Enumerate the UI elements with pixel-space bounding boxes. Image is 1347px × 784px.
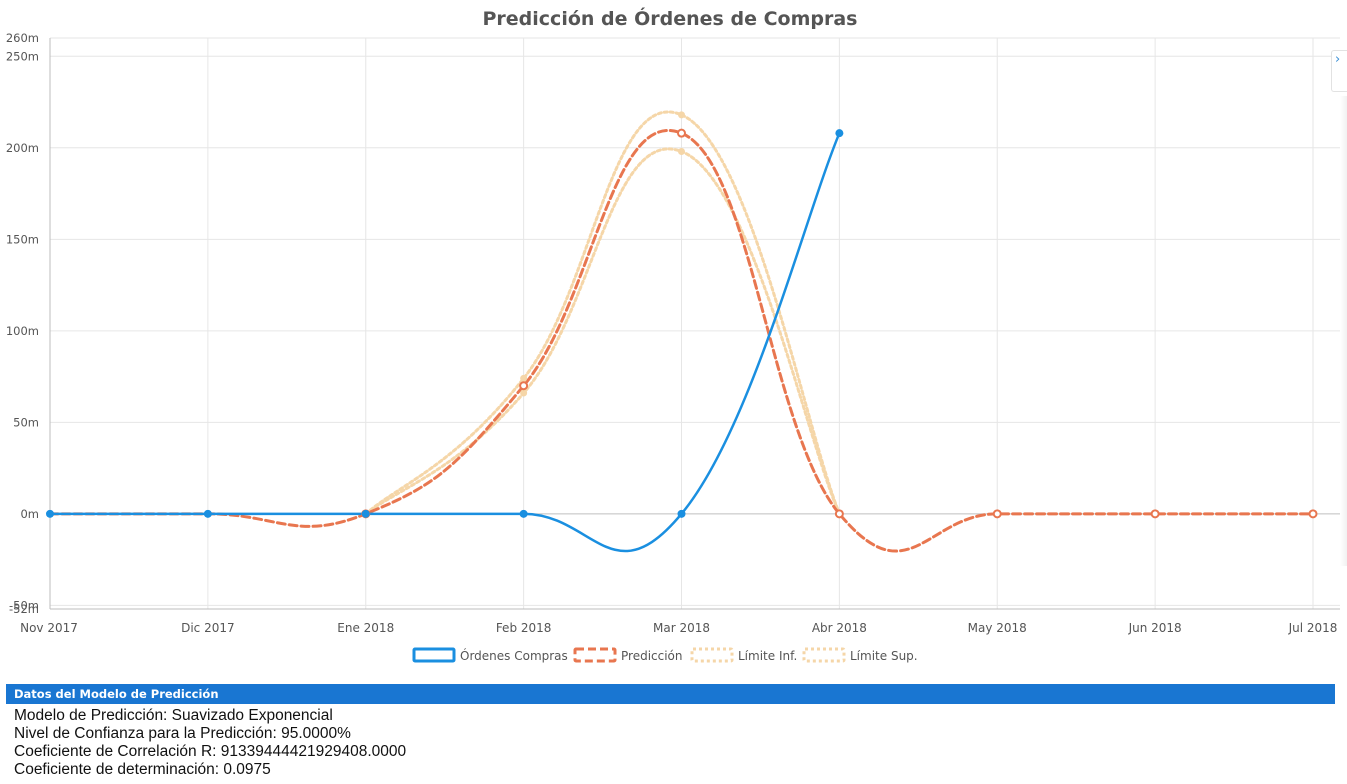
y-tick-label: 150m: [6, 232, 39, 246]
legend-swatch[interactable]: [412, 647, 456, 663]
marker-point: [520, 389, 528, 397]
x-tick-label: Abr 2018: [812, 621, 867, 635]
marker-point: [519, 381, 529, 391]
chart-title: Predicción de Órdenes de Compras: [482, 8, 858, 30]
marker-point: [678, 111, 685, 119]
chart-legend[interactable]: Órdenes Compras Predicción Límite Inf. Lími…: [412, 647, 918, 663]
series-line-Órdenes Compras: [48, 131, 841, 553]
chevron-right-icon: ›: [1335, 52, 1341, 67]
series-line-Límite Inf.: [364, 147, 841, 516]
marker-point: [834, 509, 844, 519]
model-data-body: Modelo de Predicción: Suavizado Exponenc…: [14, 707, 406, 779]
side-panel-shadow: [1340, 96, 1347, 566]
model-data-header: Datos del Modelo de Predicción: [6, 684, 1335, 704]
y-tick-label: 100m: [6, 324, 39, 338]
series-markers: [46, 111, 1318, 519]
y-tick-label: -52m: [9, 602, 39, 616]
series-line-Límite Sup.: [364, 110, 841, 516]
legend-swatch[interactable]: [573, 647, 617, 663]
legend-label[interactable]: Límite Inf.: [738, 649, 797, 663]
legend-label[interactable]: Órdenes Compras: [460, 648, 568, 663]
marker-point: [1308, 509, 1318, 519]
x-tick-label: Jun 2018: [1128, 621, 1182, 635]
y-tick-label: -50m: [9, 598, 39, 612]
x-tick-label: Feb 2018: [496, 621, 552, 635]
y-tick-label: 260m: [6, 31, 39, 45]
legend-swatch[interactable]: [802, 647, 846, 663]
x-tick-label: Mar 2018: [653, 621, 710, 635]
x-tick-label: Jul 2018: [1288, 621, 1338, 635]
y-tick-label: 200m: [6, 141, 39, 155]
determination-line: Coeficiente de determinación: 0.0975: [14, 761, 271, 778]
marker-point: [519, 509, 528, 518]
y-tick-label: 50m: [13, 415, 39, 429]
marker-point: [678, 147, 685, 155]
model-line: Modelo de Predicción: Suavizado Exponenc…: [14, 707, 333, 724]
x-tick-label: May 2018: [968, 621, 1027, 635]
legend-label[interactable]: Límite Sup.: [850, 649, 918, 663]
marker-point: [677, 128, 686, 138]
marker-point: [992, 509, 1002, 519]
x-tick-label: Ene 2018: [337, 621, 394, 635]
confidence-line: Nivel de Confianza para la Predicción: 9…: [14, 725, 351, 742]
marker-point: [203, 509, 212, 518]
legend-swatch[interactable]: [690, 647, 734, 663]
side-panel-toggle[interactable]: ›: [1331, 50, 1347, 92]
correlation-line: Coeficiente de Correlación R: 9133944442…: [14, 743, 407, 760]
marker-point: [835, 129, 844, 138]
legend-label[interactable]: Predicción: [621, 649, 683, 663]
prediction-line-chart: -50m 0m 50m 100m 150m 200m 250m 260m -52m Nov 20…: [6, 31, 1340, 663]
y-tick-label: 250m: [6, 49, 39, 63]
marker-point: [46, 509, 54, 518]
marker-point: [520, 374, 528, 382]
x-tick-label: Dic 2017: [181, 621, 235, 635]
marker-point: [1150, 509, 1160, 519]
x-tick-label: Nov 2017: [20, 621, 78, 635]
y-tick-label: 0m: [20, 507, 39, 521]
marker-point: [361, 509, 370, 518]
series-line-Predicción: [48, 129, 1315, 553]
marker-point: [677, 509, 686, 518]
y-axis-tick-labels: -50m 0m 50m 100m 150m 200m 250m 260m -52m: [6, 31, 39, 616]
x-axis-tick-labels: Nov 2017 Dic 2017 Ene 2018 Feb 2018 Mar 2018…: [20, 621, 1337, 635]
